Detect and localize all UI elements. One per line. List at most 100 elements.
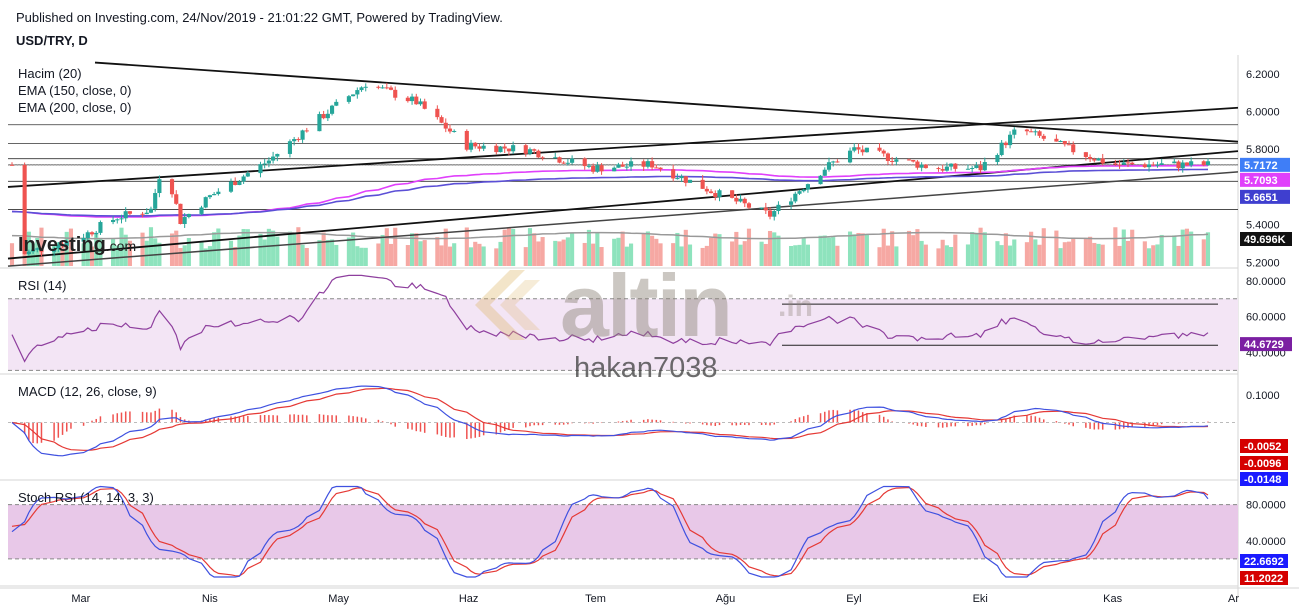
volume-bar [212,232,217,266]
volume-bar [527,228,533,266]
ema150-legend: EMA (150, close, 0) [18,83,132,98]
time-tick-label: Haz [459,593,479,605]
candle-body [1092,158,1097,161]
volume-bar [414,233,419,266]
candle-body [39,248,44,252]
candle-body [527,149,533,154]
candle-body [1125,162,1131,164]
volume-bar [473,241,478,266]
volume-bar [271,230,276,266]
ema200-price-label: 5.6651 [1244,192,1278,204]
volume-bar [822,235,827,266]
candle-body [793,193,798,202]
candle-body [447,128,453,132]
candle-body [709,191,714,194]
candle-body [1201,161,1206,166]
volume-bar [321,232,326,266]
volume-bar [422,240,427,266]
volume-bar [216,228,221,266]
volume-bar [452,243,457,266]
candle-body [599,165,604,172]
volume-bar [599,247,604,266]
candle-body [127,211,132,214]
volume-bar [111,239,116,266]
volume-bar [287,231,293,266]
volume-bar [380,234,385,266]
candle-body [422,101,427,109]
candle-body [679,176,684,179]
candle-body [85,232,90,239]
volume-bar [704,245,709,266]
volume-bar [1008,245,1013,266]
volume-bar [532,233,537,266]
volume-bar [1058,248,1063,266]
candle-body [351,94,356,97]
candle-body [523,145,528,154]
candle-body [148,208,154,213]
candle-body [713,193,718,198]
volume-bar [687,244,693,266]
time-tick-label: Nis [202,593,218,605]
volume-bar [174,230,179,266]
candle-body [805,184,810,190]
candle-body [746,203,752,208]
candle-body [923,164,928,169]
volume-bar [258,233,263,266]
candle-body [296,139,301,141]
volume-bar [978,227,983,266]
candle-body [98,222,103,233]
symbol-title: USD/TRY, D [16,33,88,48]
volume-bar [169,233,175,266]
candle-body [258,164,263,174]
candle-body [199,207,204,214]
candle-body [275,153,280,157]
candle-body [763,207,768,211]
volume-bar [561,239,566,266]
volume-bar [628,243,634,266]
volume-bar [1083,237,1088,266]
volume-bar [275,236,280,266]
volume-bar [540,237,545,266]
rsi-legend: RSI (14) [18,278,67,293]
candle-body [624,166,629,168]
candle-body [52,248,57,252]
volume-bar [818,235,823,266]
candle-body [915,161,920,168]
candle-body [140,213,145,215]
candle-body [675,178,680,180]
volume-bar [182,245,187,266]
volume-bar [199,242,204,266]
volume-bar [965,244,971,266]
candle-body [1205,161,1211,166]
volume-bar [127,240,132,266]
candle-body [237,181,242,186]
candle-body [1071,144,1076,153]
volume-bar [877,247,882,266]
volume-bar [153,238,158,266]
volume-bar [405,245,410,266]
ascending-trend-line-upper [7,106,1239,188]
candle-body [1121,162,1126,165]
candle-body [831,161,836,163]
last-price-label-bg [1240,157,1290,172]
candle-body [405,97,410,102]
macd-value-label-bg [1240,456,1288,470]
candle-body [595,165,600,172]
candle-body [388,87,394,90]
candle-body [894,159,899,162]
candle-body [443,122,448,129]
time-tick-label: May [328,593,349,605]
candle-body [1159,163,1164,165]
candle-body [300,130,305,140]
candle-body [334,101,339,106]
candle-body [376,86,381,88]
volume-bar [494,248,499,266]
candle-body [965,168,971,170]
volume-bar [885,245,891,266]
candle-body [776,204,781,212]
volume-bar [523,247,528,266]
candle-body [1033,131,1038,133]
candle-body [620,164,625,167]
candle-body [978,165,983,171]
candle-body [789,201,794,205]
